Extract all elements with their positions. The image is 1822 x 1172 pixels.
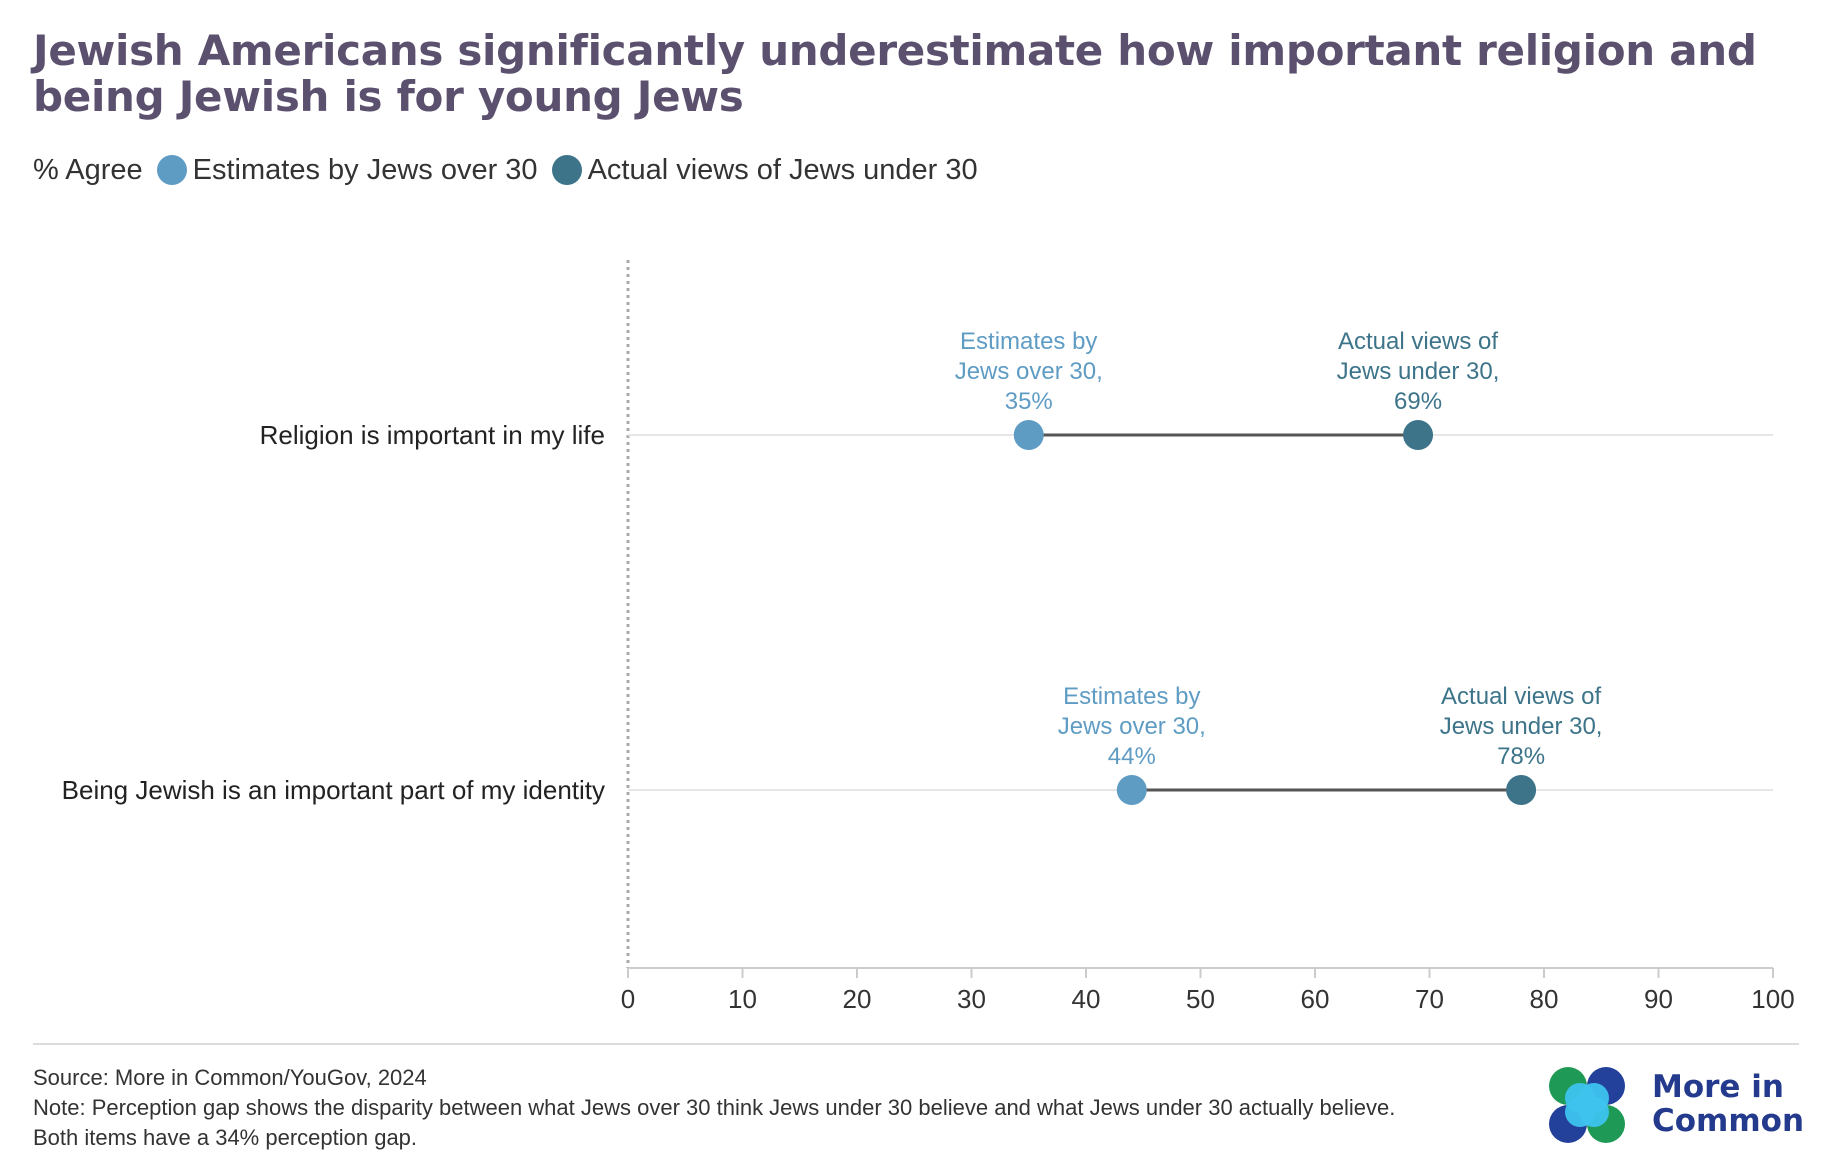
x-tick-label: 0 <box>621 984 635 1014</box>
dumbbell-chart: 0 10 20 30 40 50 60 70 80 90 100 Religion is import… <box>62 260 1795 1014</box>
legend-label-estimates: Estimates by Jews over 30 <box>192 153 538 186</box>
source-note: Source: More in Common/YouGov, 2024 Note… <box>33 1063 1395 1153</box>
more-in-common-logo-icon <box>1549 1067 1625 1143</box>
logo-circle-c4 <box>1579 1097 1609 1127</box>
x-tick-label: 80 <box>1530 984 1559 1014</box>
data-label: Jews under 30, <box>1440 713 1603 740</box>
legend-prefix: % Agree <box>33 153 143 186</box>
note-text: Note: Perception gap shows the disparity… <box>33 1095 1396 1120</box>
point-actual <box>1403 420 1434 450</box>
legend-swatch-actual <box>551 155 582 185</box>
data-label: Jews under 30, <box>1337 358 1500 385</box>
x-tick-label: 20 <box>843 984 872 1014</box>
footer-divider <box>33 1043 1799 1045</box>
point-actual <box>1506 775 1537 805</box>
legend-item-estimates: Estimates by Jews over 30 <box>143 154 538 187</box>
category-label: Being Jewish is an important part of my … <box>62 775 605 805</box>
logo-wordmark: More in Common <box>1652 1070 1804 1138</box>
x-tick-label: 10 <box>728 984 757 1014</box>
category-label: Religion is important in my life <box>260 420 605 450</box>
x-tick-label: 60 <box>1301 984 1330 1014</box>
legend: % Agree Estimates by Jews over 30 Actual… <box>33 150 978 190</box>
data-label: Jews over 30, <box>955 358 1103 385</box>
legend-item-actual: Actual views of Jews under 30 <box>538 154 978 187</box>
x-tick-label: 70 <box>1415 984 1444 1014</box>
data-label: 35% <box>1005 388 1053 415</box>
data-label: 69% <box>1394 388 1442 415</box>
logo-line-2: Common <box>1652 1103 1805 1139</box>
data-label: 78% <box>1497 743 1545 770</box>
x-tick-label: 30 <box>957 984 986 1014</box>
note-text-2: Both items have a 34% perception gap. <box>33 1125 418 1150</box>
data-label: Estimates by <box>960 328 1097 355</box>
legend-label-actual: Actual views of Jews under 30 <box>587 153 978 186</box>
source-text: Source: More in Common/YouGov, 2024 <box>33 1065 427 1090</box>
data-label: Actual views of <box>1338 328 1498 355</box>
data-label: Actual views of <box>1441 683 1601 710</box>
x-tick-label: 40 <box>1072 984 1101 1014</box>
point-estimate <box>1116 775 1147 805</box>
logo-line-1: More in <box>1652 1069 1784 1105</box>
chart-title: Jewish Americans significantly underesti… <box>33 26 1757 121</box>
x-tick-label: 100 <box>1751 984 1794 1014</box>
x-tick-label: 50 <box>1186 984 1215 1014</box>
data-label: Estimates by <box>1063 683 1200 710</box>
x-tick-label: 90 <box>1644 984 1673 1014</box>
data-label: 44% <box>1108 743 1156 770</box>
data-label: Jews over 30, <box>1058 713 1206 740</box>
legend-swatch-estimates <box>156 155 187 185</box>
point-estimate <box>1013 420 1044 450</box>
